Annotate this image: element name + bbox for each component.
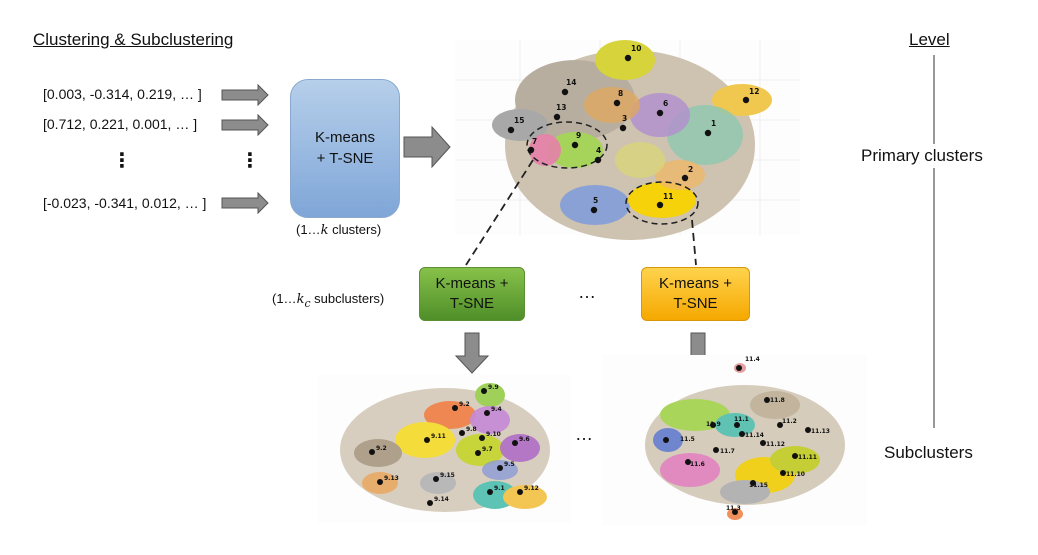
sub9-label-6: 9.6 xyxy=(519,436,530,443)
input-arrow-2 xyxy=(221,113,269,137)
cluster-9-highlight xyxy=(526,121,608,169)
sub9-label-9: 9.9 xyxy=(488,384,499,391)
sub11-label-1: 11.1 xyxy=(734,416,749,423)
sub9-label-2: 9.2 xyxy=(459,401,470,408)
cluster-label-5: 5 xyxy=(593,196,598,205)
ellipsis-between-boxes: … xyxy=(578,282,596,302)
level-title: Level xyxy=(909,30,950,49)
input-vector-2: [0.712, 0.221, 0.001, … ] xyxy=(43,116,198,132)
cluster-label-8: 8 xyxy=(618,89,623,98)
cluster-label-4: 4 xyxy=(596,146,601,155)
connector-9 xyxy=(465,159,534,266)
cluster-label-9: 9 xyxy=(576,131,581,140)
cluster-label-1: 1 xyxy=(711,119,716,128)
ellipsis-between-plots: … xyxy=(575,424,593,444)
vector-ellipsis-left: ⋮ xyxy=(112,150,132,172)
sub9-label-14: 9.14 xyxy=(434,496,449,503)
connector-11 xyxy=(691,219,697,266)
sub11-label-4: 11.4 xyxy=(745,356,760,363)
cluster-label-12: 12 xyxy=(749,87,759,96)
input-arrow-1 xyxy=(221,83,269,107)
input-arrows xyxy=(221,83,269,215)
sub9-label-8: 9.8 xyxy=(466,426,477,433)
sub9-label-10: 9.10 xyxy=(486,431,501,438)
kmeans-caption: (1…k clusters) xyxy=(296,222,382,238)
cluster-label-11: 11 xyxy=(663,192,673,201)
subcluster-11-plot: 11.1 11.2 11.3 11.4 11.5 11.6 11.7 11.8 … xyxy=(602,355,867,525)
subcluster-9-plot: 9.9 9.2 9.4 9.8 9.10 9.6 9.7 9.11 9.2 9.… xyxy=(318,375,571,523)
cluster-11-highlight xyxy=(625,181,699,225)
primary-tsne-plot: 1 2 3 4 5 6 7 8 9 10 11 12 13 14 15 xyxy=(455,40,800,240)
kmeans-tsne-box: K-means + T-SNE xyxy=(290,79,400,218)
cluster-label-7: 7 xyxy=(532,137,537,146)
sub9-label-15: 9.15 xyxy=(440,472,455,479)
arrow-down-green xyxy=(454,332,490,374)
input-arrow-3 xyxy=(221,191,269,215)
cluster-label-10: 10 xyxy=(631,44,641,53)
sub11-label-12: 11.12 xyxy=(766,441,785,448)
sub11-label-14: 11.14 xyxy=(745,432,764,439)
sub11-label-11: 11.11 xyxy=(798,454,817,461)
sub11-label-8: 11.8 xyxy=(770,397,785,404)
kmeans-green-box: K-means + T-SNE xyxy=(419,267,525,321)
input-vector-1: [0.003, -0.314, 0.219, … ] xyxy=(43,86,202,102)
cluster-label-15: 15 xyxy=(514,116,524,125)
sub9-label-4: 9.4 xyxy=(491,406,502,413)
level-primary-label: Primary clusters xyxy=(861,144,983,168)
input-vector-3: [-0.023, -0.341, 0.012, … ] xyxy=(43,195,207,211)
cluster-label-14: 14 xyxy=(566,78,576,87)
sub11-label-15: 11.15 xyxy=(749,482,768,489)
arrow-to-primary xyxy=(403,125,451,169)
sub9-label-7: 9.7 xyxy=(482,446,493,453)
level-sub-label: Subclusters xyxy=(884,441,973,465)
sub11-label-2: 11.2 xyxy=(782,418,797,425)
sub11-label-13: 11.13 xyxy=(811,428,830,435)
cluster-label-3: 3 xyxy=(622,114,627,123)
vector-ellipsis-right: ⋮ xyxy=(240,150,260,172)
diagram-title: Clustering & Subclustering xyxy=(33,30,234,49)
sub9-label-2b: 9.2 xyxy=(376,445,387,452)
kmeans-orange-box: K-means + T-SNE xyxy=(641,267,750,321)
sub11-label-9: 11.9 xyxy=(706,421,721,428)
cluster-label-6: 6 xyxy=(663,99,668,108)
sub11-label-7: 11.7 xyxy=(720,448,735,455)
sub11-label-3: 11.3 xyxy=(726,505,741,512)
sub11-label-6: 11.6 xyxy=(690,461,705,468)
cluster-label-13: 13 xyxy=(556,103,566,112)
sub9-label-5: 9.5 xyxy=(504,461,515,468)
subcluster-caption: (1…kc subclusters) xyxy=(272,291,385,310)
sub9-label-11: 9.11 xyxy=(431,433,446,440)
sub9-label-12: 9.12 xyxy=(524,485,539,492)
sub9-label-1: 9.1 xyxy=(494,485,505,492)
sub11-label-5: 11.5 xyxy=(680,436,695,443)
sub11-label-10: 11.10 xyxy=(786,471,805,478)
sub9-label-13: 9.13 xyxy=(384,475,399,482)
cluster-label-2: 2 xyxy=(688,165,693,174)
